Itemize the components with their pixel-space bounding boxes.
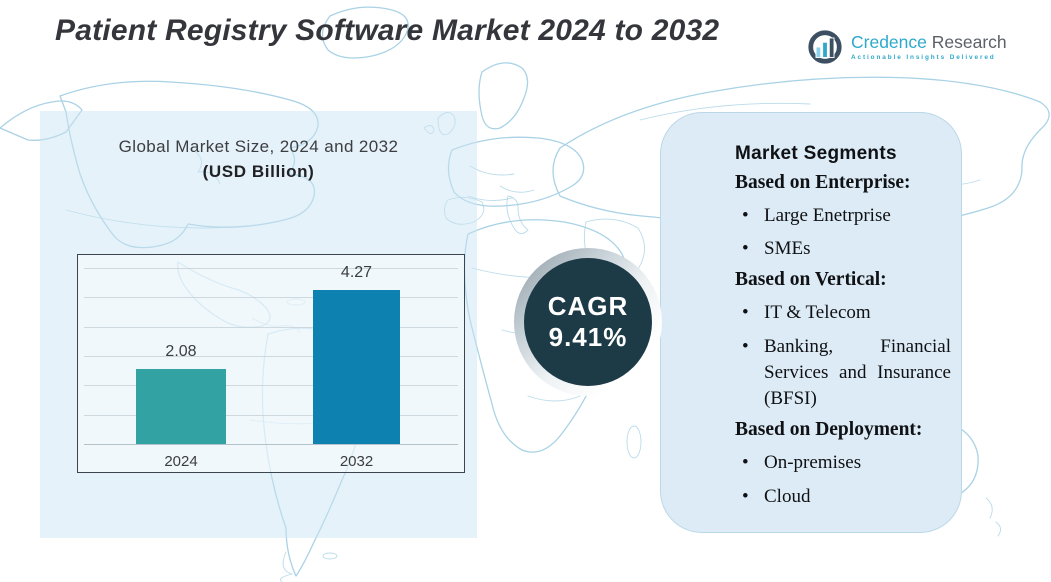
bar-category-label: 2024 xyxy=(164,453,198,470)
chart-gridline xyxy=(84,414,458,416)
chart-heading: Global Market Size, 2024 and 2032 (USD B… xyxy=(40,137,477,182)
segment-item: Banking, Financial Services and Insuranc… xyxy=(735,334,951,413)
segment-item: IT & Telecom xyxy=(735,300,951,326)
chart-gridline xyxy=(84,385,458,387)
segment-group-heading: Based on Deployment: xyxy=(735,419,923,441)
segments-title: Market Segments xyxy=(735,143,897,164)
market-size-panel: Global Market Size, 2024 and 2032 (USD B… xyxy=(40,111,477,538)
logo-brand-text: Credence Research xyxy=(851,33,1007,52)
chart-gridline xyxy=(84,326,458,328)
cagr-badge-ring: CAGR 9.41% xyxy=(514,248,662,396)
cagr-value: 9.41% xyxy=(548,322,628,352)
chart-gridline xyxy=(84,297,458,299)
chart-bar-2032 xyxy=(313,290,400,444)
bar-category-label: 2032 xyxy=(339,453,374,470)
logo-tagline: Actionable Insights Delivered xyxy=(851,54,996,61)
chart-x-axis xyxy=(84,444,458,445)
chart-bar-2024 xyxy=(136,369,226,444)
chart-gridline xyxy=(84,268,458,269)
segment-item: Large Enetrprise xyxy=(735,203,951,229)
cagr-label: CAGR xyxy=(547,291,629,321)
segment-group-heading: Based on Enterprise: xyxy=(735,172,911,193)
segment-group-list: Large Enetrprise SMEs xyxy=(735,203,951,263)
segment-group-list: IT & Telecom Banking, Financial Services … xyxy=(735,300,951,412)
bar-value-label: 2.08 xyxy=(165,343,197,360)
segment-group-list: On-premises Cloud xyxy=(735,450,951,510)
credence-research-logo: Credence Research Actionable Insights De… xyxy=(806,28,1007,66)
logo-brand-primary: Credence xyxy=(851,32,927,52)
bar-chart: 2.08 2024 4.27 2032 xyxy=(77,254,465,473)
logo-brand-secondary: Research xyxy=(931,32,1007,52)
chart-heading-line1: Global Market Size, 2024 and 2032 xyxy=(118,137,399,156)
segment-item: SMEs xyxy=(735,236,951,262)
segment-group-heading: Based on Vertical: xyxy=(735,269,887,291)
segment-item: On-premises xyxy=(735,450,951,476)
segment-item: Cloud xyxy=(735,484,951,510)
bar-value-label: 4.27 xyxy=(340,264,373,281)
credence-logo-icon xyxy=(808,30,842,64)
page-title: Patient Registry Software Market 2024 to… xyxy=(55,14,720,47)
market-segments-panel: Market Segments Based on Enterprise: Larg… xyxy=(660,112,962,533)
chart-gridline xyxy=(84,355,458,357)
chart-heading-line2: (USD Billion) xyxy=(202,162,315,181)
cagr-badge: CAGR 9.41% xyxy=(524,258,652,386)
